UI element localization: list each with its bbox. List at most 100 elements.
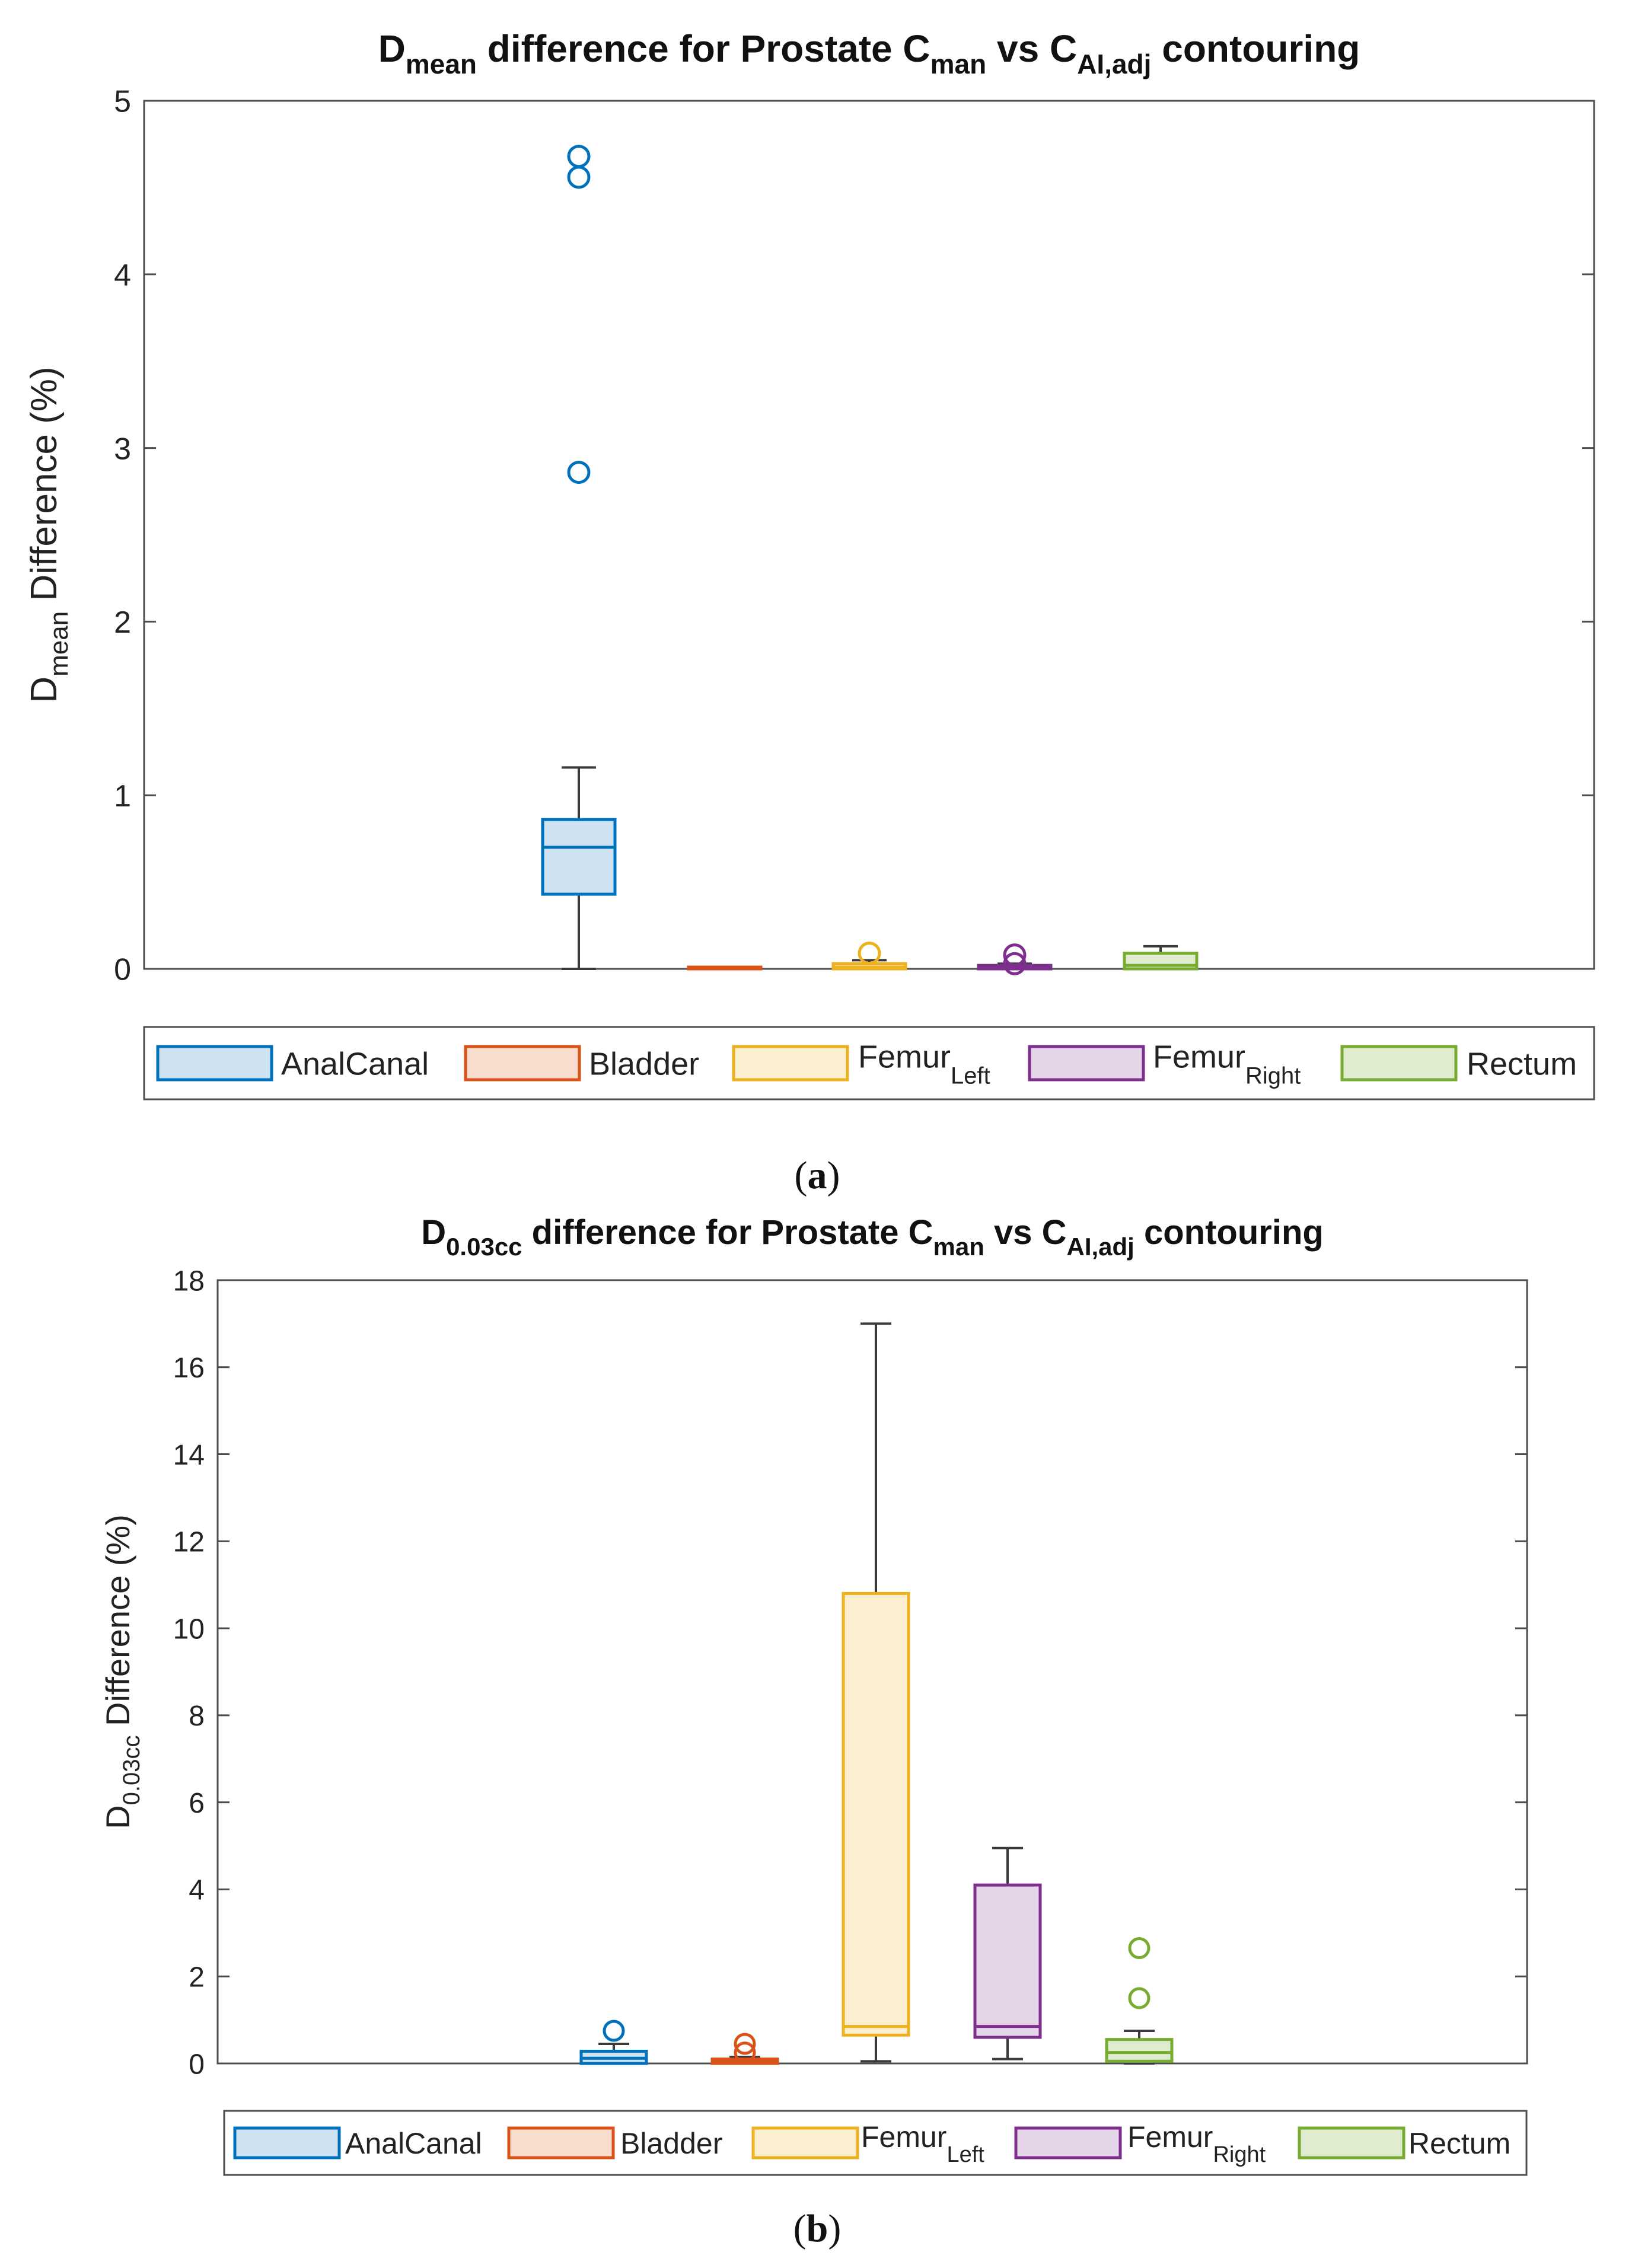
iqr-box — [973, 1883, 1042, 2039]
y-tick-label: 1 — [114, 779, 131, 814]
legend-swatch — [1014, 2126, 1122, 2159]
box-analcanal — [579, 2020, 648, 2065]
outlier-point — [567, 165, 591, 189]
legend-label: Bladder — [589, 1046, 699, 1082]
legend-swatch — [156, 1045, 273, 1082]
title-part: D — [378, 27, 406, 70]
y-axis-label-part: Difference (%) — [24, 366, 65, 611]
caption-paren: ) — [827, 1154, 840, 1197]
y-tick-label: 0 — [189, 2049, 205, 2080]
legend-swatch — [751, 2126, 859, 2159]
y-tick-label: 14 — [173, 1440, 205, 1471]
iqr-box — [842, 1591, 910, 2037]
legend-label: FemurLeft — [858, 1039, 990, 1089]
y-tick-label: 16 — [173, 1352, 205, 1384]
legend-label-text: AnalCanal — [281, 1046, 429, 1082]
legend-label-text: AnalCanal — [345, 2127, 482, 2160]
y-axis-label-subscript: mean — [44, 611, 74, 677]
box-bladder — [687, 965, 763, 971]
box-analcanal — [541, 145, 617, 970]
caption-letter: a — [808, 1154, 827, 1197]
outlier-point — [734, 2033, 756, 2055]
y-tick-label: 12 — [173, 1527, 205, 1558]
legend-label-text: Bladder — [589, 1046, 699, 1082]
title-part: vs C — [986, 27, 1077, 70]
iqr-box — [1105, 2038, 1174, 2063]
title-subscript: man — [930, 49, 987, 79]
y-tick-label: 2 — [114, 605, 131, 640]
legend-label-text: Rectum — [1408, 2127, 1510, 2160]
box-femur-right — [973, 1846, 1042, 2060]
title-part: contouring — [1134, 1213, 1324, 1252]
outlier-point — [1128, 1987, 1150, 2009]
y-tick-label: 6 — [189, 1788, 205, 1819]
box-rectum — [1123, 945, 1199, 971]
legend-label-text: Rectum — [1467, 1046, 1577, 1082]
y-tick-label: 5 — [114, 85, 131, 119]
legend-swatch — [507, 2126, 615, 2159]
panel-caption: (b) — [793, 2207, 842, 2250]
legend-label-subscript: Left — [951, 1063, 990, 1089]
outlier-point — [567, 461, 591, 484]
legend-label-text: Femur — [858, 1039, 951, 1074]
outlier-point — [1003, 943, 1027, 967]
chart-title: Dmean difference for Prostate Cman vs CA… — [378, 27, 1360, 79]
box-rectum — [1105, 1937, 1174, 2065]
legend-label: Rectum — [1408, 2127, 1510, 2160]
y-axis-label: D0.03cc Difference (%) — [99, 1514, 145, 1829]
y-axis-label: Dmean Difference (%) — [24, 366, 74, 703]
title-part: difference for Prostate C — [477, 27, 930, 70]
legend-label-subscript: Right — [1213, 2142, 1266, 2167]
legend-swatch — [1298, 2126, 1405, 2159]
title-part: contouring — [1151, 27, 1360, 70]
legend-swatch — [464, 1045, 581, 1082]
caption-letter: b — [807, 2207, 828, 2250]
legend-label-subscript: Right — [1245, 1063, 1301, 1089]
legend-swatch — [1340, 1045, 1458, 1082]
outlier-point — [567, 145, 591, 168]
title-part: difference for Prostate C — [522, 1213, 933, 1252]
legend-item: FemurLeft — [751, 2120, 984, 2167]
y-tick-label: 8 — [189, 1701, 205, 1732]
legend-label: FemurRight — [1153, 1039, 1301, 1089]
legend-swatch — [233, 2126, 341, 2159]
plot-frame — [216, 1279, 1528, 2065]
legend-item: FemurRight — [1028, 1039, 1301, 1089]
y-tick-label: 0 — [114, 953, 131, 987]
title-subscript: man — [933, 1233, 984, 1261]
title-subscript: 0.03cc — [446, 1233, 522, 1261]
y-tick-label: 18 — [173, 1265, 205, 1297]
title-subscript: AI,adj — [1077, 49, 1151, 79]
legend-item: FemurLeft — [732, 1039, 990, 1089]
y-axis-label-part: D — [99, 1805, 136, 1829]
legend-label: AnalCanal — [345, 2127, 482, 2160]
title-part: vs C — [984, 1213, 1067, 1252]
legend-item: AnalCanal — [233, 2126, 482, 2160]
box-femur-right — [977, 943, 1053, 975]
legend-label: Rectum — [1467, 1046, 1577, 1082]
outlier-point — [734, 2041, 756, 2064]
box-femur-left — [842, 1322, 910, 2063]
legend-label-text: Femur — [1153, 1039, 1245, 1074]
iqr-box — [541, 818, 617, 896]
box-femur-left — [831, 942, 907, 971]
outlier-point — [1003, 952, 1027, 975]
outlier-point — [603, 2020, 625, 2042]
y-tick-label: 4 — [189, 1875, 205, 1906]
plot-frame — [143, 100, 1595, 970]
legend-label-text: Femur — [861, 2120, 946, 2154]
outlier-point — [858, 942, 881, 965]
legend-label: FemurRight — [1127, 2120, 1266, 2167]
legend-item: Rectum — [1298, 2126, 1510, 2160]
title-subscript: AI,adj — [1067, 1233, 1134, 1261]
legend-item: Bladder — [507, 2126, 722, 2160]
panel-caption: (a) — [795, 1154, 840, 1197]
legend-label-text: Bladder — [620, 2127, 722, 2160]
legend-label-subscript: Left — [946, 2142, 984, 2167]
title-subscript: mean — [406, 49, 477, 79]
caption-paren: ) — [828, 2207, 841, 2250]
y-axis-label-part: Difference (%) — [99, 1514, 136, 1735]
legend-item: Rectum — [1340, 1045, 1577, 1082]
